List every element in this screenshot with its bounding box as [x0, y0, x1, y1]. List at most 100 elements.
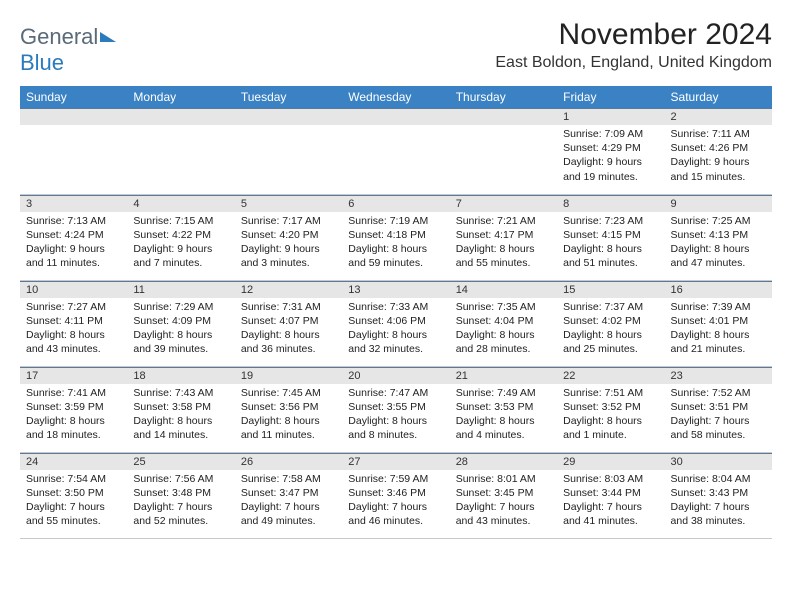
daylight-line: Daylight: 8 hours and 32 minutes.: [348, 328, 443, 356]
daylight-line: Daylight: 8 hours and 25 minutes.: [563, 328, 658, 356]
sunset-line: Sunset: 3:47 PM: [241, 486, 336, 500]
daylight-line: Daylight: 8 hours and 1 minute.: [563, 414, 658, 442]
day-number: 15: [557, 281, 664, 298]
sunset-line: Sunset: 4:06 PM: [348, 314, 443, 328]
sunset-line: Sunset: 3:58 PM: [133, 400, 228, 414]
sunset-line: Sunset: 3:50 PM: [26, 486, 121, 500]
day-content: Sunrise: 7:56 AMSunset: 3:48 PMDaylight:…: [127, 470, 234, 533]
day-number: 23: [665, 367, 772, 384]
calendar-cell: 3Sunrise: 7:13 AMSunset: 4:24 PMDaylight…: [20, 194, 127, 280]
calendar-cell: 14Sunrise: 7:35 AMSunset: 4:04 PMDayligh…: [450, 280, 557, 366]
daylight-line: Daylight: 8 hours and 14 minutes.: [133, 414, 228, 442]
day-content: Sunrise: 8:03 AMSunset: 3:44 PMDaylight:…: [557, 470, 664, 533]
weekday-header: Sunday: [20, 86, 127, 108]
sunrise-line: Sunrise: 7:11 AM: [671, 127, 766, 141]
day-number: 10: [20, 281, 127, 298]
sunrise-line: Sunrise: 7:41 AM: [26, 386, 121, 400]
logo-text-1: General: [20, 24, 98, 49]
daylight-line: Daylight: 9 hours and 11 minutes.: [26, 242, 121, 270]
day-content: Sunrise: 7:43 AMSunset: 3:58 PMDaylight:…: [127, 384, 234, 447]
sunrise-line: Sunrise: 7:33 AM: [348, 300, 443, 314]
day-number: 19: [235, 367, 342, 384]
day-number: 20: [342, 367, 449, 384]
day-number: 6: [342, 195, 449, 212]
logo-triangle-icon: [100, 32, 116, 42]
sunrise-line: Sunrise: 7:23 AM: [563, 214, 658, 228]
day-content: Sunrise: 7:51 AMSunset: 3:52 PMDaylight:…: [557, 384, 664, 447]
calendar-cell: 27Sunrise: 7:59 AMSunset: 3:46 PMDayligh…: [342, 452, 449, 538]
day-number: 1: [557, 108, 664, 125]
sunrise-line: Sunrise: 7:54 AM: [26, 472, 121, 486]
day-number: 3: [20, 195, 127, 212]
calendar-cell: 12Sunrise: 7:31 AMSunset: 4:07 PMDayligh…: [235, 280, 342, 366]
day-number: 18: [127, 367, 234, 384]
sunset-line: Sunset: 4:17 PM: [456, 228, 551, 242]
sunset-line: Sunset: 4:04 PM: [456, 314, 551, 328]
daylight-line: Daylight: 7 hours and 55 minutes.: [26, 500, 121, 528]
sunrise-line: Sunrise: 7:56 AM: [133, 472, 228, 486]
sunrise-line: Sunrise: 7:58 AM: [241, 472, 336, 486]
daylight-line: Daylight: 9 hours and 3 minutes.: [241, 242, 336, 270]
sunset-line: Sunset: 3:43 PM: [671, 486, 766, 500]
day-number: 25: [127, 453, 234, 470]
sunset-line: Sunset: 3:45 PM: [456, 486, 551, 500]
day-number: 16: [665, 281, 772, 298]
calendar-cell: 28Sunrise: 8:01 AMSunset: 3:45 PMDayligh…: [450, 452, 557, 538]
sunset-line: Sunset: 4:11 PM: [26, 314, 121, 328]
calendar-cell: 16Sunrise: 7:39 AMSunset: 4:01 PMDayligh…: [665, 280, 772, 366]
day-number: 7: [450, 195, 557, 212]
calendar-cell: 2Sunrise: 7:11 AMSunset: 4:26 PMDaylight…: [665, 108, 772, 194]
sunrise-line: Sunrise: 7:52 AM: [671, 386, 766, 400]
calendar-row: 10Sunrise: 7:27 AMSunset: 4:11 PMDayligh…: [20, 280, 772, 366]
calendar-cell: 1Sunrise: 7:09 AMSunset: 4:29 PMDaylight…: [557, 108, 664, 194]
location: East Boldon, England, United Kingdom: [495, 54, 772, 72]
sunrise-line: Sunrise: 7:15 AM: [133, 214, 228, 228]
daylight-line: Daylight: 8 hours and 36 minutes.: [241, 328, 336, 356]
day-number: [127, 108, 234, 125]
day-content: Sunrise: 7:35 AMSunset: 4:04 PMDaylight:…: [450, 298, 557, 361]
daylight-line: Daylight: 8 hours and 47 minutes.: [671, 242, 766, 270]
calendar-cell: 19Sunrise: 7:45 AMSunset: 3:56 PMDayligh…: [235, 366, 342, 452]
daylight-line: Daylight: 7 hours and 38 minutes.: [671, 500, 766, 528]
daylight-line: Daylight: 8 hours and 8 minutes.: [348, 414, 443, 442]
day-content: Sunrise: 7:45 AMSunset: 3:56 PMDaylight:…: [235, 384, 342, 447]
sunrise-line: Sunrise: 7:35 AM: [456, 300, 551, 314]
sunset-line: Sunset: 3:56 PM: [241, 400, 336, 414]
weekday-header: Thursday: [450, 86, 557, 108]
day-content: Sunrise: 7:09 AMSunset: 4:29 PMDaylight:…: [557, 125, 664, 188]
calendar-cell: 17Sunrise: 7:41 AMSunset: 3:59 PMDayligh…: [20, 366, 127, 452]
calendar-cell: 30Sunrise: 8:04 AMSunset: 3:43 PMDayligh…: [665, 452, 772, 538]
sunset-line: Sunset: 4:13 PM: [671, 228, 766, 242]
sunset-line: Sunset: 4:01 PM: [671, 314, 766, 328]
sunrise-line: Sunrise: 7:25 AM: [671, 214, 766, 228]
day-content: Sunrise: 7:47 AMSunset: 3:55 PMDaylight:…: [342, 384, 449, 447]
day-content: Sunrise: 7:15 AMSunset: 4:22 PMDaylight:…: [127, 212, 234, 275]
weekday-header: Monday: [127, 86, 234, 108]
daylight-line: Daylight: 8 hours and 4 minutes.: [456, 414, 551, 442]
day-content: Sunrise: 7:27 AMSunset: 4:11 PMDaylight:…: [20, 298, 127, 361]
day-content: Sunrise: 7:29 AMSunset: 4:09 PMDaylight:…: [127, 298, 234, 361]
calendar-cell: 13Sunrise: 7:33 AMSunset: 4:06 PMDayligh…: [342, 280, 449, 366]
calendar-cell: 11Sunrise: 7:29 AMSunset: 4:09 PMDayligh…: [127, 280, 234, 366]
daylight-line: Daylight: 8 hours and 28 minutes.: [456, 328, 551, 356]
daylight-line: Daylight: 8 hours and 43 minutes.: [26, 328, 121, 356]
daylight-line: Daylight: 7 hours and 43 minutes.: [456, 500, 551, 528]
sunrise-line: Sunrise: 8:03 AM: [563, 472, 658, 486]
sunrise-line: Sunrise: 7:51 AM: [563, 386, 658, 400]
calendar-cell-empty: [20, 108, 127, 194]
weekday-header: Saturday: [665, 86, 772, 108]
daylight-line: Daylight: 7 hours and 41 minutes.: [563, 500, 658, 528]
day-number: 9: [665, 195, 772, 212]
day-number: 5: [235, 195, 342, 212]
calendar-cell: 9 Sunrise: 7:25 AMSunset: 4:13 PMDaylight…: [665, 194, 772, 280]
daylight-line: Daylight: 8 hours and 18 minutes.: [26, 414, 121, 442]
day-number: [235, 108, 342, 125]
day-content: Sunrise: 7:11 AMSunset: 4:26 PMDaylight:…: [665, 125, 772, 188]
calendar-cell: 10Sunrise: 7:27 AMSunset: 4:11 PMDayligh…: [20, 280, 127, 366]
sunrise-line: Sunrise: 7:17 AM: [241, 214, 336, 228]
day-number: 24: [20, 453, 127, 470]
daylight-line: Daylight: 9 hours and 7 minutes.: [133, 242, 228, 270]
day-content: Sunrise: 7:37 AMSunset: 4:02 PMDaylight:…: [557, 298, 664, 361]
sunset-line: Sunset: 3:46 PM: [348, 486, 443, 500]
calendar-cell-empty: [342, 108, 449, 194]
